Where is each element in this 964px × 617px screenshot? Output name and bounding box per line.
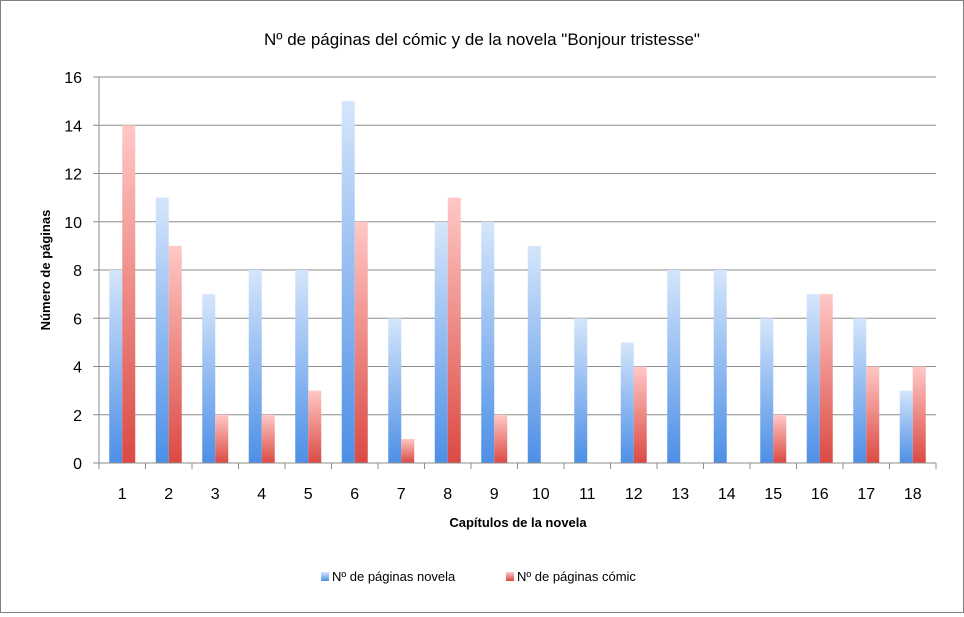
x-tick-label: 2 <box>164 486 173 503</box>
y-tick-label: 10 <box>64 215 82 232</box>
x-tick-label: 7 <box>397 486 406 503</box>
legend-label-novela: Nº de páginas novela <box>332 569 456 584</box>
x-tick-label: 11 <box>579 486 596 503</box>
bar-novela-11 <box>574 318 588 463</box>
y-axis-label: Número de páginas <box>38 210 53 331</box>
x-tick-label: 9 <box>490 486 499 503</box>
bar-novela-12 <box>620 342 634 463</box>
y-tick-label: 0 <box>73 456 82 473</box>
bar-comic-1 <box>122 125 136 463</box>
x-tick-label: 12 <box>625 486 643 503</box>
bar-comic-15 <box>773 414 787 463</box>
x-tick-label: 16 <box>811 486 829 503</box>
bar-comic-12 <box>633 366 647 463</box>
x-tick-label: 18 <box>904 486 922 503</box>
legend: Nº de páginas novela Nº de páginas cómic <box>321 569 636 584</box>
bar-comic-6 <box>354 221 368 463</box>
bar-novela-16 <box>806 294 820 463</box>
x-tick-label: 8 <box>443 486 452 503</box>
bar-novela-18 <box>899 390 913 463</box>
x-tick-label: 13 <box>671 486 689 503</box>
y-tick-label: 6 <box>73 311 82 328</box>
bar-novela-14 <box>713 270 727 463</box>
bar-comic-3 <box>215 414 229 463</box>
bar-novela-17 <box>853 318 867 463</box>
chart-title: Nº de páginas del cómic y de la novela "… <box>264 30 700 49</box>
bar-comic-8 <box>447 197 461 463</box>
y-tick-label: 16 <box>64 70 82 87</box>
bar-comic-2 <box>168 245 182 463</box>
x-tick-labels: 1 2 3 4 5 6 7 8 9 10 11 12 13 14 15 16 17 18 <box>118 486 922 503</box>
bar-novela-6 <box>341 101 355 463</box>
bar-novela-4 <box>248 270 262 463</box>
x-tick-label: 15 <box>764 486 782 503</box>
bars <box>109 101 926 463</box>
x-tick-label: 4 <box>257 486 266 503</box>
x-tick-label: 1 <box>118 486 127 503</box>
bar-novela-13 <box>667 270 681 463</box>
bar-novela-9 <box>481 221 495 463</box>
x-axis-label: Capítulos de la novela <box>449 515 587 530</box>
legend-label-comic: Nº de páginas cómic <box>517 569 636 584</box>
bar-novela-7 <box>388 318 402 463</box>
bar-comic-7 <box>401 438 415 463</box>
bar-comic-5 <box>308 390 322 463</box>
bar-novela-1 <box>109 270 123 463</box>
gridlines <box>99 76 936 416</box>
bar-comic-9 <box>494 414 508 463</box>
bar-comic-4 <box>261 414 275 463</box>
x-tick-label: 6 <box>350 486 359 503</box>
bar-novela-15 <box>760 318 774 463</box>
x-tick-label: 17 <box>857 486 875 503</box>
bar-novela-10 <box>527 245 541 463</box>
legend-swatch-comic <box>506 572 514 581</box>
y-tick-label: 8 <box>73 263 82 280</box>
bar-novela-8 <box>434 221 448 463</box>
y-tick-label: 14 <box>64 118 82 135</box>
bar-novela-5 <box>295 270 309 463</box>
bar-comic-16 <box>819 294 833 463</box>
axes <box>93 76 937 469</box>
y-tick-labels: 0 2 4 6 8 10 12 14 16 <box>64 70 82 473</box>
bar-novela-3 <box>202 294 216 463</box>
x-tick-label: 10 <box>532 486 550 503</box>
y-tick-label: 2 <box>73 408 82 425</box>
bar-comic-18 <box>912 366 926 463</box>
x-tick-label: 5 <box>304 486 313 503</box>
x-tick-label: 3 <box>211 486 220 503</box>
y-tick-label: 12 <box>64 167 82 184</box>
y-tick-label: 4 <box>73 360 82 377</box>
bar-novela-2 <box>155 197 169 463</box>
legend-swatch-novela <box>321 572 329 581</box>
x-tick-label: 14 <box>718 486 736 503</box>
bar-comic-17 <box>866 366 880 463</box>
